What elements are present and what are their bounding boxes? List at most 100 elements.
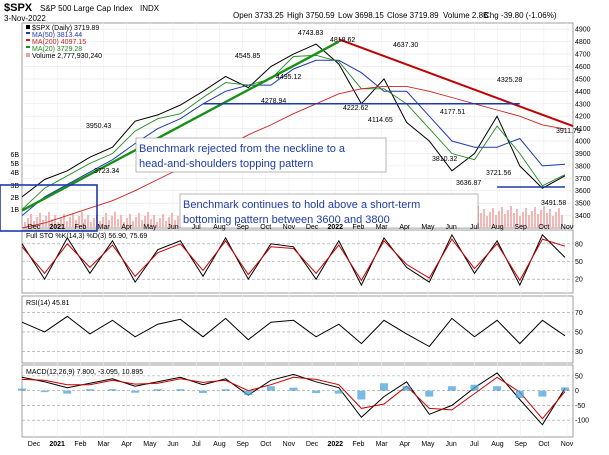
x-tick-label: Nov [561, 224, 574, 231]
series-ma-50- [21, 59, 566, 216]
macd-series [18, 372, 569, 426]
volume-bar [66, 221, 68, 228]
price-y-tick: 4000 [575, 139, 591, 146]
price-y-tick: 3600 [575, 188, 591, 195]
volume-bar [111, 216, 113, 228]
price-y-tick: 4500 [575, 76, 591, 83]
x-tick-label: Feb [352, 224, 364, 231]
volume-bar [519, 216, 521, 228]
chart-name: S&P 500 Large Cap Index [40, 4, 133, 13]
x-tick-label: Feb [352, 441, 364, 448]
volume-bar [510, 206, 512, 228]
price-y-tick: 3900 [575, 151, 591, 158]
x-tick-label: 2021 [49, 441, 65, 448]
macd-histogram-bar [108, 389, 117, 391]
price-label: 4545.85 [235, 53, 260, 60]
macd-histogram-bar [380, 383, 388, 391]
volume-bar [504, 214, 506, 228]
volume-bar [69, 217, 71, 228]
volume-bar [57, 222, 59, 228]
macd-histogram-bar [18, 388, 26, 391]
volume-bar [162, 214, 164, 228]
volume-bar [513, 213, 515, 228]
volume-bar [51, 219, 53, 228]
x-tick-label: 2022 [327, 441, 343, 448]
x-tick-label: Nov [561, 441, 574, 448]
x-tick-label: Jun [445, 224, 456, 231]
volume-tick-3b: 3B [10, 183, 19, 190]
price-y-axis: 3400 3500 3600 3700 3800 3900 4000 4100 4200 4300… [575, 27, 591, 220]
rsi-label: RSI(14) 45.81 [26, 300, 70, 307]
stat-volume: Volume 2.8B [443, 11, 488, 20]
macd-histogram-bar [402, 386, 411, 391]
macd-histogram-bar [334, 390, 343, 394]
trendline-uptrend [21, 40, 340, 212]
price-y-tick: 4300 [575, 101, 591, 108]
volume-bar [498, 211, 500, 228]
volume-bar [489, 212, 491, 228]
volume-bar [165, 221, 167, 228]
x-tick-label: Nov [283, 441, 296, 448]
volume-bar [114, 212, 116, 228]
stat-high: High 3750.59 [287, 11, 335, 20]
indicator-line--d [21, 238, 566, 282]
volume-bar [48, 212, 50, 228]
x-tick-label: 2021 [49, 224, 65, 231]
volume-bar [72, 213, 74, 228]
x-tick-label: Apr [121, 224, 133, 231]
volume-bar [27, 218, 29, 228]
stoch-series [21, 233, 566, 287]
volume-bar [174, 220, 176, 228]
volume-bar [525, 208, 527, 228]
x-tick-label: Oct [538, 224, 549, 231]
price-y-tick: 4700 [575, 52, 591, 59]
chart-date: 3-Nov-2022 [4, 14, 46, 23]
macd-histogram-bar [63, 390, 72, 394]
indicator-y-tick: 50 [575, 373, 583, 380]
x-tick-label: Aug [213, 224, 226, 231]
price-y-tick: 4600 [575, 64, 591, 71]
volume-bar [42, 220, 44, 228]
indicator-y-tick: 30 [575, 349, 583, 356]
volume-bar [156, 222, 158, 228]
indicator-line-signal [21, 376, 566, 420]
x-axis-top: Dec 2021 Feb Mar Apr May Jun Jul Aug Sep Oct Nov Dec… [28, 224, 574, 231]
volume-bar [543, 206, 545, 228]
macd-histogram-bar [357, 390, 366, 400]
volume-bar [537, 214, 539, 228]
volume-bar [144, 216, 146, 228]
x-tick-label: Dec [28, 441, 41, 448]
price-labels: 4818.62 4743.83 4637.30 4545.85 4495.12 … [86, 30, 581, 207]
volume-bar [63, 214, 65, 228]
x-tick-label: Dec [28, 224, 41, 231]
volume-bar [558, 208, 560, 228]
volume-bar [516, 209, 518, 228]
x-tick-label: Aug [213, 441, 226, 448]
x-tick-label: Jul [192, 441, 201, 448]
x-tick-label: Jun [167, 441, 178, 448]
macd-histogram-bar [538, 390, 547, 397]
x-tick-label: Mar [97, 224, 110, 231]
indicator-line-rsi [21, 315, 566, 348]
highlight-box [0, 184, 98, 232]
volume-bar [552, 216, 554, 228]
volume-bar [120, 215, 122, 228]
stat-close: Close 3719.89 [387, 11, 439, 20]
volume-tick-5b: 5B [10, 161, 19, 168]
macd-label: MACD(12,26,9) 7.800, -3.095, 10.895 [26, 369, 143, 376]
volume-bar [534, 207, 536, 228]
price-y-tick: 3500 [575, 201, 591, 208]
volume-bar [540, 210, 542, 228]
price-label: 4325.28 [497, 77, 522, 84]
volume-bar [171, 213, 173, 228]
volume-bar [30, 214, 32, 228]
x-tick-label: Mar [376, 441, 389, 448]
price-y-tick: 3700 [575, 176, 591, 183]
series-ma-20- [21, 54, 566, 210]
x-tick-label: Jun [167, 224, 178, 231]
price-legend: $SPX (Daily) 3719.89 MA(50) 3813.44 MA(2… [26, 25, 102, 60]
volume-bar [546, 213, 548, 228]
volume-bar [54, 215, 56, 228]
x-tick-label: Aug [491, 224, 504, 231]
